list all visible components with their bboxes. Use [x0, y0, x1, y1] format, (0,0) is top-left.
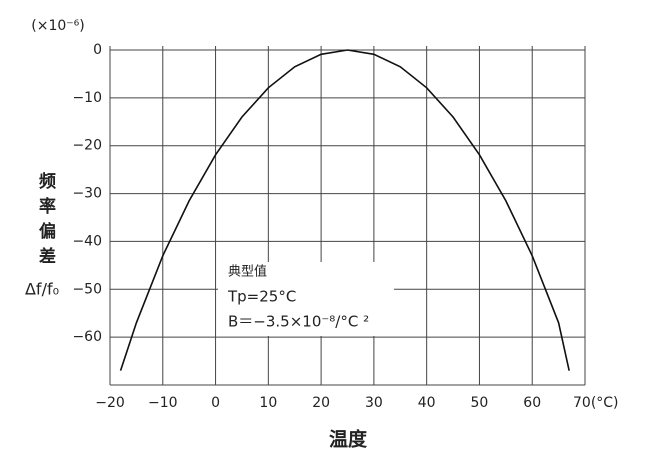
x-tick-label: 50 [471, 395, 489, 411]
y-tick-label: −50 [72, 281, 102, 297]
x-tick-label: −10 [148, 395, 178, 411]
x-tick-label: 30 [365, 395, 383, 411]
annotation: B＝−3.5×10⁻⁸/°C ² [228, 313, 369, 331]
y-tick-label: −30 [72, 186, 102, 202]
annotation-box [218, 262, 394, 336]
annotation: 典型值 [228, 264, 267, 280]
x-tick-label: −20 [95, 395, 125, 411]
x-tick-label: 10 [259, 395, 277, 411]
y-tick-label: 0 [93, 42, 102, 58]
y-tick-label: −10 [72, 90, 102, 106]
y-tick-label: −40 [72, 233, 102, 249]
x-tick-label: 40 [418, 395, 436, 411]
annotation: Tp=25°C [227, 288, 296, 306]
x-tick-label: 0 [211, 395, 220, 411]
y-tick-label: −60 [72, 329, 102, 345]
x-tick-label: 60 [523, 395, 541, 411]
x-tick-label: 20 [312, 395, 330, 411]
y-tick-label: −20 [72, 138, 102, 154]
y-unit-label: (×10⁻⁶) [31, 18, 84, 34]
y-axis-label: 频率偏差 [35, 171, 56, 272]
line [119, 49, 570, 371]
y-axis-symbol: Δf/f₀ [25, 280, 59, 299]
x-tick-label: 70(°C) [573, 395, 619, 411]
x-axis-label: 温度 [329, 428, 368, 451]
